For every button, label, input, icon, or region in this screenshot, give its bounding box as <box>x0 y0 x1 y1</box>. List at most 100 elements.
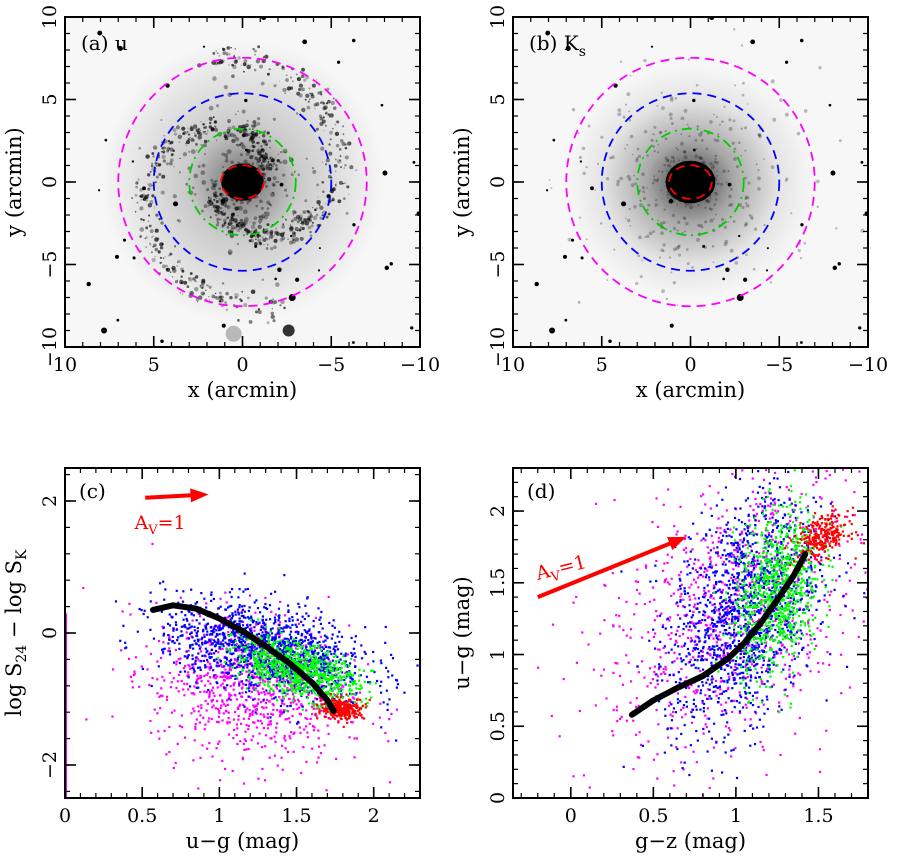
data-point <box>215 675 219 678</box>
data-point <box>230 643 234 647</box>
data-point <box>253 656 256 660</box>
data-point <box>180 630 183 633</box>
disk-knot <box>309 234 313 238</box>
disk-speckle <box>661 289 665 294</box>
data-point <box>238 666 241 669</box>
data-point <box>380 680 383 683</box>
arm-knot <box>231 138 236 144</box>
data-point <box>283 735 286 738</box>
data-point <box>276 709 279 712</box>
data-point <box>331 624 334 627</box>
data-point <box>353 697 356 700</box>
data-point <box>273 661 276 664</box>
disk-speckle <box>731 141 735 145</box>
arm-knot <box>334 158 337 161</box>
data-point <box>180 610 183 614</box>
arm-knot <box>309 219 311 222</box>
data-point <box>268 676 271 679</box>
data-point <box>156 678 159 681</box>
data-point <box>313 672 316 675</box>
arm-knot <box>219 218 221 220</box>
data-point <box>195 601 199 604</box>
arm-knot <box>172 149 175 153</box>
data-point <box>299 638 302 642</box>
disk-knot <box>258 215 264 221</box>
data-point <box>323 744 326 747</box>
data-point <box>297 660 300 664</box>
disk-speckle <box>644 236 647 239</box>
data-point <box>266 692 269 695</box>
disk-speckle <box>725 181 728 184</box>
data-point <box>246 638 249 641</box>
data-point <box>245 679 248 682</box>
data-point <box>250 617 253 620</box>
arm-knot <box>199 284 202 287</box>
data-point <box>286 639 289 642</box>
disk-knot <box>275 167 279 171</box>
disk-speckle <box>611 155 615 160</box>
data-point <box>329 669 332 672</box>
arm-knot <box>311 206 314 209</box>
arm-knot <box>221 224 224 227</box>
disk-speckle <box>704 198 709 202</box>
data-point <box>323 634 327 637</box>
data-point <box>320 703 323 706</box>
data-point <box>370 696 373 699</box>
data-point <box>299 692 302 695</box>
data-point <box>240 648 243 651</box>
data-point <box>288 683 291 686</box>
disk-speckle <box>732 119 736 123</box>
data-point <box>255 662 259 666</box>
data-point <box>227 635 231 638</box>
data-point <box>245 687 248 690</box>
data-point <box>199 690 202 694</box>
data-point <box>163 729 166 732</box>
data-point <box>244 739 248 742</box>
data-point <box>235 622 239 626</box>
data-point <box>238 662 241 665</box>
disk-speckle <box>678 253 682 257</box>
arm-knot <box>294 237 300 242</box>
disk-knot <box>290 173 294 177</box>
data-point <box>231 769 234 773</box>
arm-knot <box>251 149 254 153</box>
arm-knot <box>223 134 228 139</box>
arm-knot <box>281 65 285 69</box>
data-point <box>173 709 176 712</box>
arm-knot <box>281 224 285 229</box>
data-point <box>235 723 239 726</box>
disk-speckle <box>740 127 744 130</box>
data-point <box>187 609 190 612</box>
data-point <box>310 660 313 663</box>
arm-knot <box>233 55 236 58</box>
disk-knot <box>191 186 195 190</box>
disk-speckle <box>745 253 748 257</box>
data-point <box>272 654 275 657</box>
data-point <box>214 673 217 677</box>
data-point <box>274 696 277 699</box>
arm-knot <box>313 103 317 107</box>
data-point <box>269 720 273 723</box>
disk-knot <box>345 211 349 215</box>
data-point <box>229 658 233 661</box>
data-point <box>338 703 341 706</box>
data-point <box>274 633 277 636</box>
data-point <box>247 717 250 720</box>
data-point <box>308 633 311 636</box>
data-point <box>270 712 273 716</box>
data-point <box>313 644 316 648</box>
data-point <box>163 647 166 650</box>
arm-knot <box>287 238 290 241</box>
data-point <box>255 621 258 624</box>
arm-knot <box>221 282 225 285</box>
data-point <box>191 643 194 646</box>
data-point <box>220 665 224 668</box>
arm-knot <box>183 280 188 285</box>
data-point <box>331 700 334 703</box>
data-point <box>299 661 303 664</box>
arm-knot <box>181 293 184 295</box>
data-point <box>219 706 222 710</box>
data-point <box>201 654 204 658</box>
data-point <box>321 669 325 672</box>
data-point <box>323 672 327 675</box>
